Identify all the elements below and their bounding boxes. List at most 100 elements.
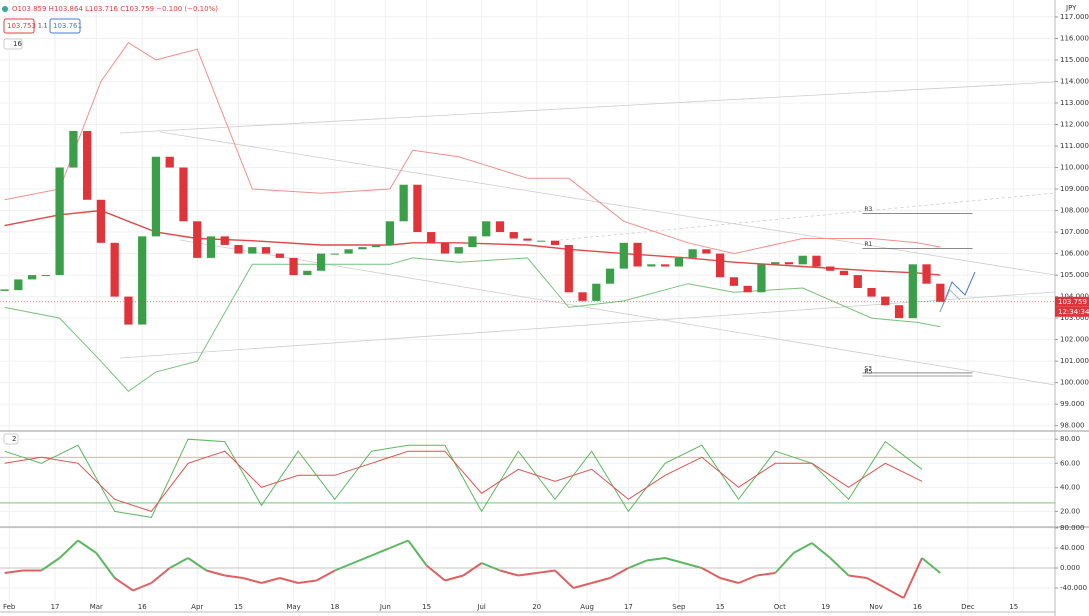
candle-body xyxy=(743,285,752,293)
candle-body xyxy=(757,264,766,293)
candle-body xyxy=(647,264,656,267)
oscillator-segment xyxy=(132,582,152,592)
pivot-label: R1 xyxy=(864,241,872,248)
candle-body xyxy=(839,270,849,276)
study-toggle[interactable] xyxy=(3,433,19,445)
oscillator-segment xyxy=(206,569,226,577)
y-tick-label: 0.000 xyxy=(1060,564,1080,572)
candle-body xyxy=(550,240,560,245)
x-tick-label: 16 xyxy=(138,603,147,611)
x-tick-label: 15 xyxy=(234,603,243,611)
oscillator-line xyxy=(4,450,923,512)
candle-body xyxy=(826,266,835,271)
y-tick-label: 20.00 xyxy=(1060,507,1080,515)
y-tick-label: 111.000 xyxy=(1060,142,1089,150)
candle-body xyxy=(427,232,436,243)
x-tick-label: 16 xyxy=(913,603,922,611)
y-tick-label: 108.000 xyxy=(1060,207,1089,215)
candle-body xyxy=(482,221,491,237)
oscillator-segment xyxy=(40,557,61,572)
sell-button[interactable] xyxy=(3,18,35,34)
candle-body xyxy=(399,184,408,222)
candle-body xyxy=(564,244,573,293)
band-line xyxy=(4,209,941,276)
candle-body xyxy=(936,283,945,302)
x-tick-label: 17 xyxy=(624,603,633,611)
candle-body xyxy=(908,264,917,319)
candle-body xyxy=(124,296,133,325)
oscillator-segment xyxy=(77,539,97,554)
oscillator-segment xyxy=(628,559,648,569)
y-tick-label: 110.000 xyxy=(1060,164,1089,172)
study-toggle[interactable] xyxy=(3,38,23,50)
candle-body xyxy=(633,242,642,267)
oscillator-segment xyxy=(4,569,24,574)
band-line xyxy=(4,257,941,392)
y-tick-label: 109.000 xyxy=(1060,185,1089,193)
y-tick-label: 106.000 xyxy=(1060,250,1089,258)
pivot-label: R5 xyxy=(864,368,872,375)
x-tick-label: 18 xyxy=(330,603,339,611)
candle-body xyxy=(771,262,780,265)
x-tick-label: May xyxy=(286,603,300,611)
oscillator-segment xyxy=(774,552,795,574)
x-tick-label: 15 xyxy=(422,603,431,611)
candle-body xyxy=(261,247,271,254)
oscillator-segment xyxy=(150,567,171,584)
trend-line xyxy=(559,192,1056,241)
candle-body xyxy=(138,236,147,325)
candle-body xyxy=(248,247,257,254)
oscillator-segment xyxy=(738,574,758,584)
study-label[interactable]: 16 xyxy=(13,40,22,48)
x-tick-label: 19 xyxy=(821,603,830,611)
candle-body xyxy=(413,184,422,233)
candle-body xyxy=(179,167,188,222)
oscillator-segment xyxy=(371,547,391,557)
oscillator-segment xyxy=(425,564,446,582)
candle-body xyxy=(605,268,615,284)
y-tick-label: 80.00 xyxy=(1060,435,1080,443)
candle-body xyxy=(674,257,683,267)
sell-price[interactable]: 103.753 xyxy=(7,22,36,30)
candle-body xyxy=(495,221,505,233)
x-tick-label: Apr xyxy=(191,603,203,611)
oscillator-segment xyxy=(573,582,592,589)
oscillator-segment xyxy=(242,577,262,584)
band-line xyxy=(4,42,941,255)
candle-body xyxy=(303,270,312,276)
countdown-label: 12:34:34 xyxy=(1058,308,1089,316)
candle-body xyxy=(206,236,216,258)
y-tick-label: 117.000 xyxy=(1060,13,1089,21)
y-tick-label: 104.000 xyxy=(1060,293,1089,301)
candle-body xyxy=(812,255,821,267)
trend-line xyxy=(159,131,1056,276)
candle-body xyxy=(702,249,711,254)
oscillator-segment xyxy=(224,574,244,579)
buy-button[interactable] xyxy=(49,18,81,34)
study-label[interactable]: 2 xyxy=(12,435,16,443)
oscillator-segment xyxy=(389,539,409,549)
x-tick-label: 15 xyxy=(1009,603,1018,611)
x-tick-label: Aug xyxy=(580,603,594,611)
oscillator-segment xyxy=(793,542,813,554)
candle-body xyxy=(151,156,161,237)
oscillator-segment xyxy=(756,572,776,577)
y-tick-label: 112.000 xyxy=(1060,120,1089,128)
x-tick-label: Jul xyxy=(476,603,486,611)
candle-body xyxy=(234,244,243,254)
status-icon xyxy=(2,6,8,12)
y-tick-label: 103.000 xyxy=(1060,314,1089,322)
buy-price[interactable]: 103.761 xyxy=(53,22,82,30)
oscillator-segment xyxy=(866,577,886,589)
oscillator-segment xyxy=(609,567,629,579)
x-tick-label: Mar xyxy=(90,603,103,611)
x-tick-label: Oct xyxy=(774,603,786,611)
candle-body xyxy=(96,199,106,243)
candle-body xyxy=(440,242,450,254)
projection xyxy=(939,271,976,313)
y-tick-label: -40.000 xyxy=(1060,584,1087,592)
candle-body xyxy=(729,277,739,286)
y-tick-label: 116.000 xyxy=(1060,34,1089,42)
oscillator-segment xyxy=(921,557,941,574)
